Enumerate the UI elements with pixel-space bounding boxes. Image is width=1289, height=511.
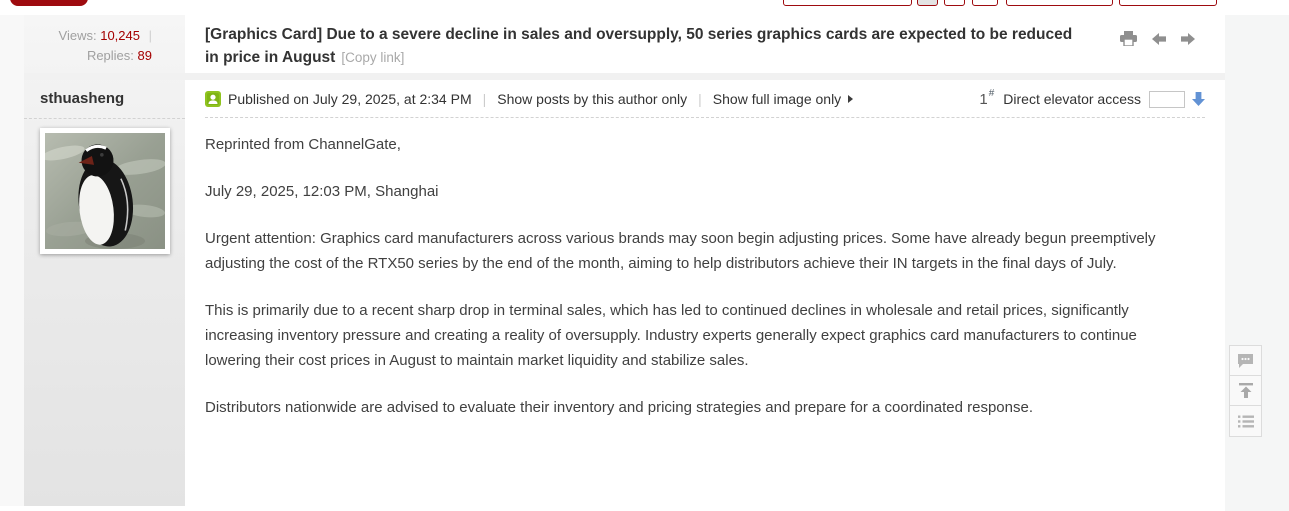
thread-title-text: [Graphics Card] Due to a severe decline … bbox=[205, 26, 1073, 66]
views-value: 10,245 bbox=[100, 28, 140, 43]
show-author-only-link[interactable]: Show posts by this author only bbox=[497, 91, 688, 107]
published-timestamp: Published on July 29, 2025, at 2:34 PM bbox=[228, 91, 472, 107]
post-body: Reprinted from ChannelGate, July 29, 202… bbox=[185, 118, 1225, 420]
penguin-avatar-image bbox=[45, 133, 165, 249]
jump-down-icon[interactable] bbox=[1192, 92, 1205, 106]
post-meta-row: Published on July 29, 2025, at 2:34 PM |… bbox=[205, 80, 1205, 118]
section-divider bbox=[24, 73, 185, 80]
cutoff-button-1[interactable] bbox=[783, 0, 912, 6]
cutoff-button-5[interactable] bbox=[1006, 0, 1113, 6]
meta-separator: | bbox=[482, 91, 487, 107]
thread-stats: Views: 10,245 | Replies: 89 bbox=[24, 15, 185, 73]
prev-thread-icon[interactable] bbox=[1152, 32, 1166, 45]
author-name-row: sthuasheng bbox=[24, 80, 185, 119]
post-paragraph: Urgent attention: Graphics card manufact… bbox=[205, 230, 1156, 272]
comment-icon bbox=[1238, 354, 1253, 368]
list-icon bbox=[1237, 415, 1254, 427]
thread-list-button[interactable] bbox=[1230, 406, 1261, 436]
copy-link-button[interactable]: [Copy link] bbox=[341, 50, 405, 65]
online-status-icon bbox=[205, 91, 221, 107]
elevator-label: Direct elevator access bbox=[1003, 91, 1141, 107]
thread-title-section: [Graphics Card] Due to a severe decline … bbox=[185, 15, 1225, 73]
page-left-gutter bbox=[0, 15, 24, 506]
print-icon[interactable] bbox=[1120, 31, 1137, 46]
author-sidebar: Views: 10,245 | Replies: 89 sthuasheng bbox=[24, 15, 185, 506]
avatar[interactable] bbox=[40, 128, 170, 254]
stats-divider: | bbox=[148, 28, 152, 43]
expand-triangle-icon[interactable] bbox=[848, 95, 854, 103]
floating-toolbar bbox=[1229, 345, 1262, 437]
post-paragraph: Reprinted from ChannelGate, bbox=[205, 136, 401, 153]
cutoff-button-6[interactable] bbox=[1119, 0, 1217, 6]
views-label: Views: bbox=[58, 28, 97, 43]
cutoff-button-3[interactable] bbox=[944, 0, 965, 6]
next-thread-icon[interactable] bbox=[1181, 32, 1195, 45]
show-full-image-link[interactable]: Show full image only bbox=[712, 91, 842, 107]
cutoff-button-2[interactable] bbox=[917, 0, 938, 6]
post-paragraph: This is primarily due to a recent sharp … bbox=[205, 302, 1137, 369]
author-username-link[interactable]: sthuasheng bbox=[40, 90, 125, 107]
cutoff-primary-button[interactable] bbox=[10, 0, 88, 6]
section-divider bbox=[185, 73, 1225, 80]
cutoff-button-4[interactable] bbox=[972, 0, 998, 6]
replies-value: 89 bbox=[137, 48, 152, 63]
top-toolbar-strip bbox=[0, 0, 1289, 15]
back-to-top-button[interactable] bbox=[1230, 376, 1261, 406]
floor-number: 1# bbox=[979, 88, 995, 108]
post-paragraph: Distributors nationwide are advised to e… bbox=[205, 399, 1033, 416]
replies-stat: Replies: 89 bbox=[24, 46, 152, 66]
post-main-column: [Graphics Card] Due to a severe decline … bbox=[185, 15, 1225, 506]
thread-container: Views: 10,245 | Replies: 89 sthuasheng bbox=[24, 15, 1225, 506]
meta-separator: | bbox=[698, 91, 702, 107]
floor-value: 1 bbox=[979, 91, 988, 108]
post-paragraph: July 29, 2025, 12:03 PM, Shanghai bbox=[205, 183, 439, 200]
floor-hash: # bbox=[988, 88, 995, 99]
views-stat: Views: 10,245 | bbox=[24, 26, 152, 46]
elevator-controls: 1# Direct elevator access bbox=[979, 88, 1205, 108]
back-to-top-icon bbox=[1238, 383, 1253, 398]
title-action-icons bbox=[1120, 31, 1195, 46]
thread-title: [Graphics Card] Due to a severe decline … bbox=[205, 23, 1075, 69]
elevator-floor-input[interactable] bbox=[1149, 90, 1185, 108]
comment-button[interactable] bbox=[1230, 346, 1261, 376]
replies-label: Replies: bbox=[86, 48, 134, 63]
